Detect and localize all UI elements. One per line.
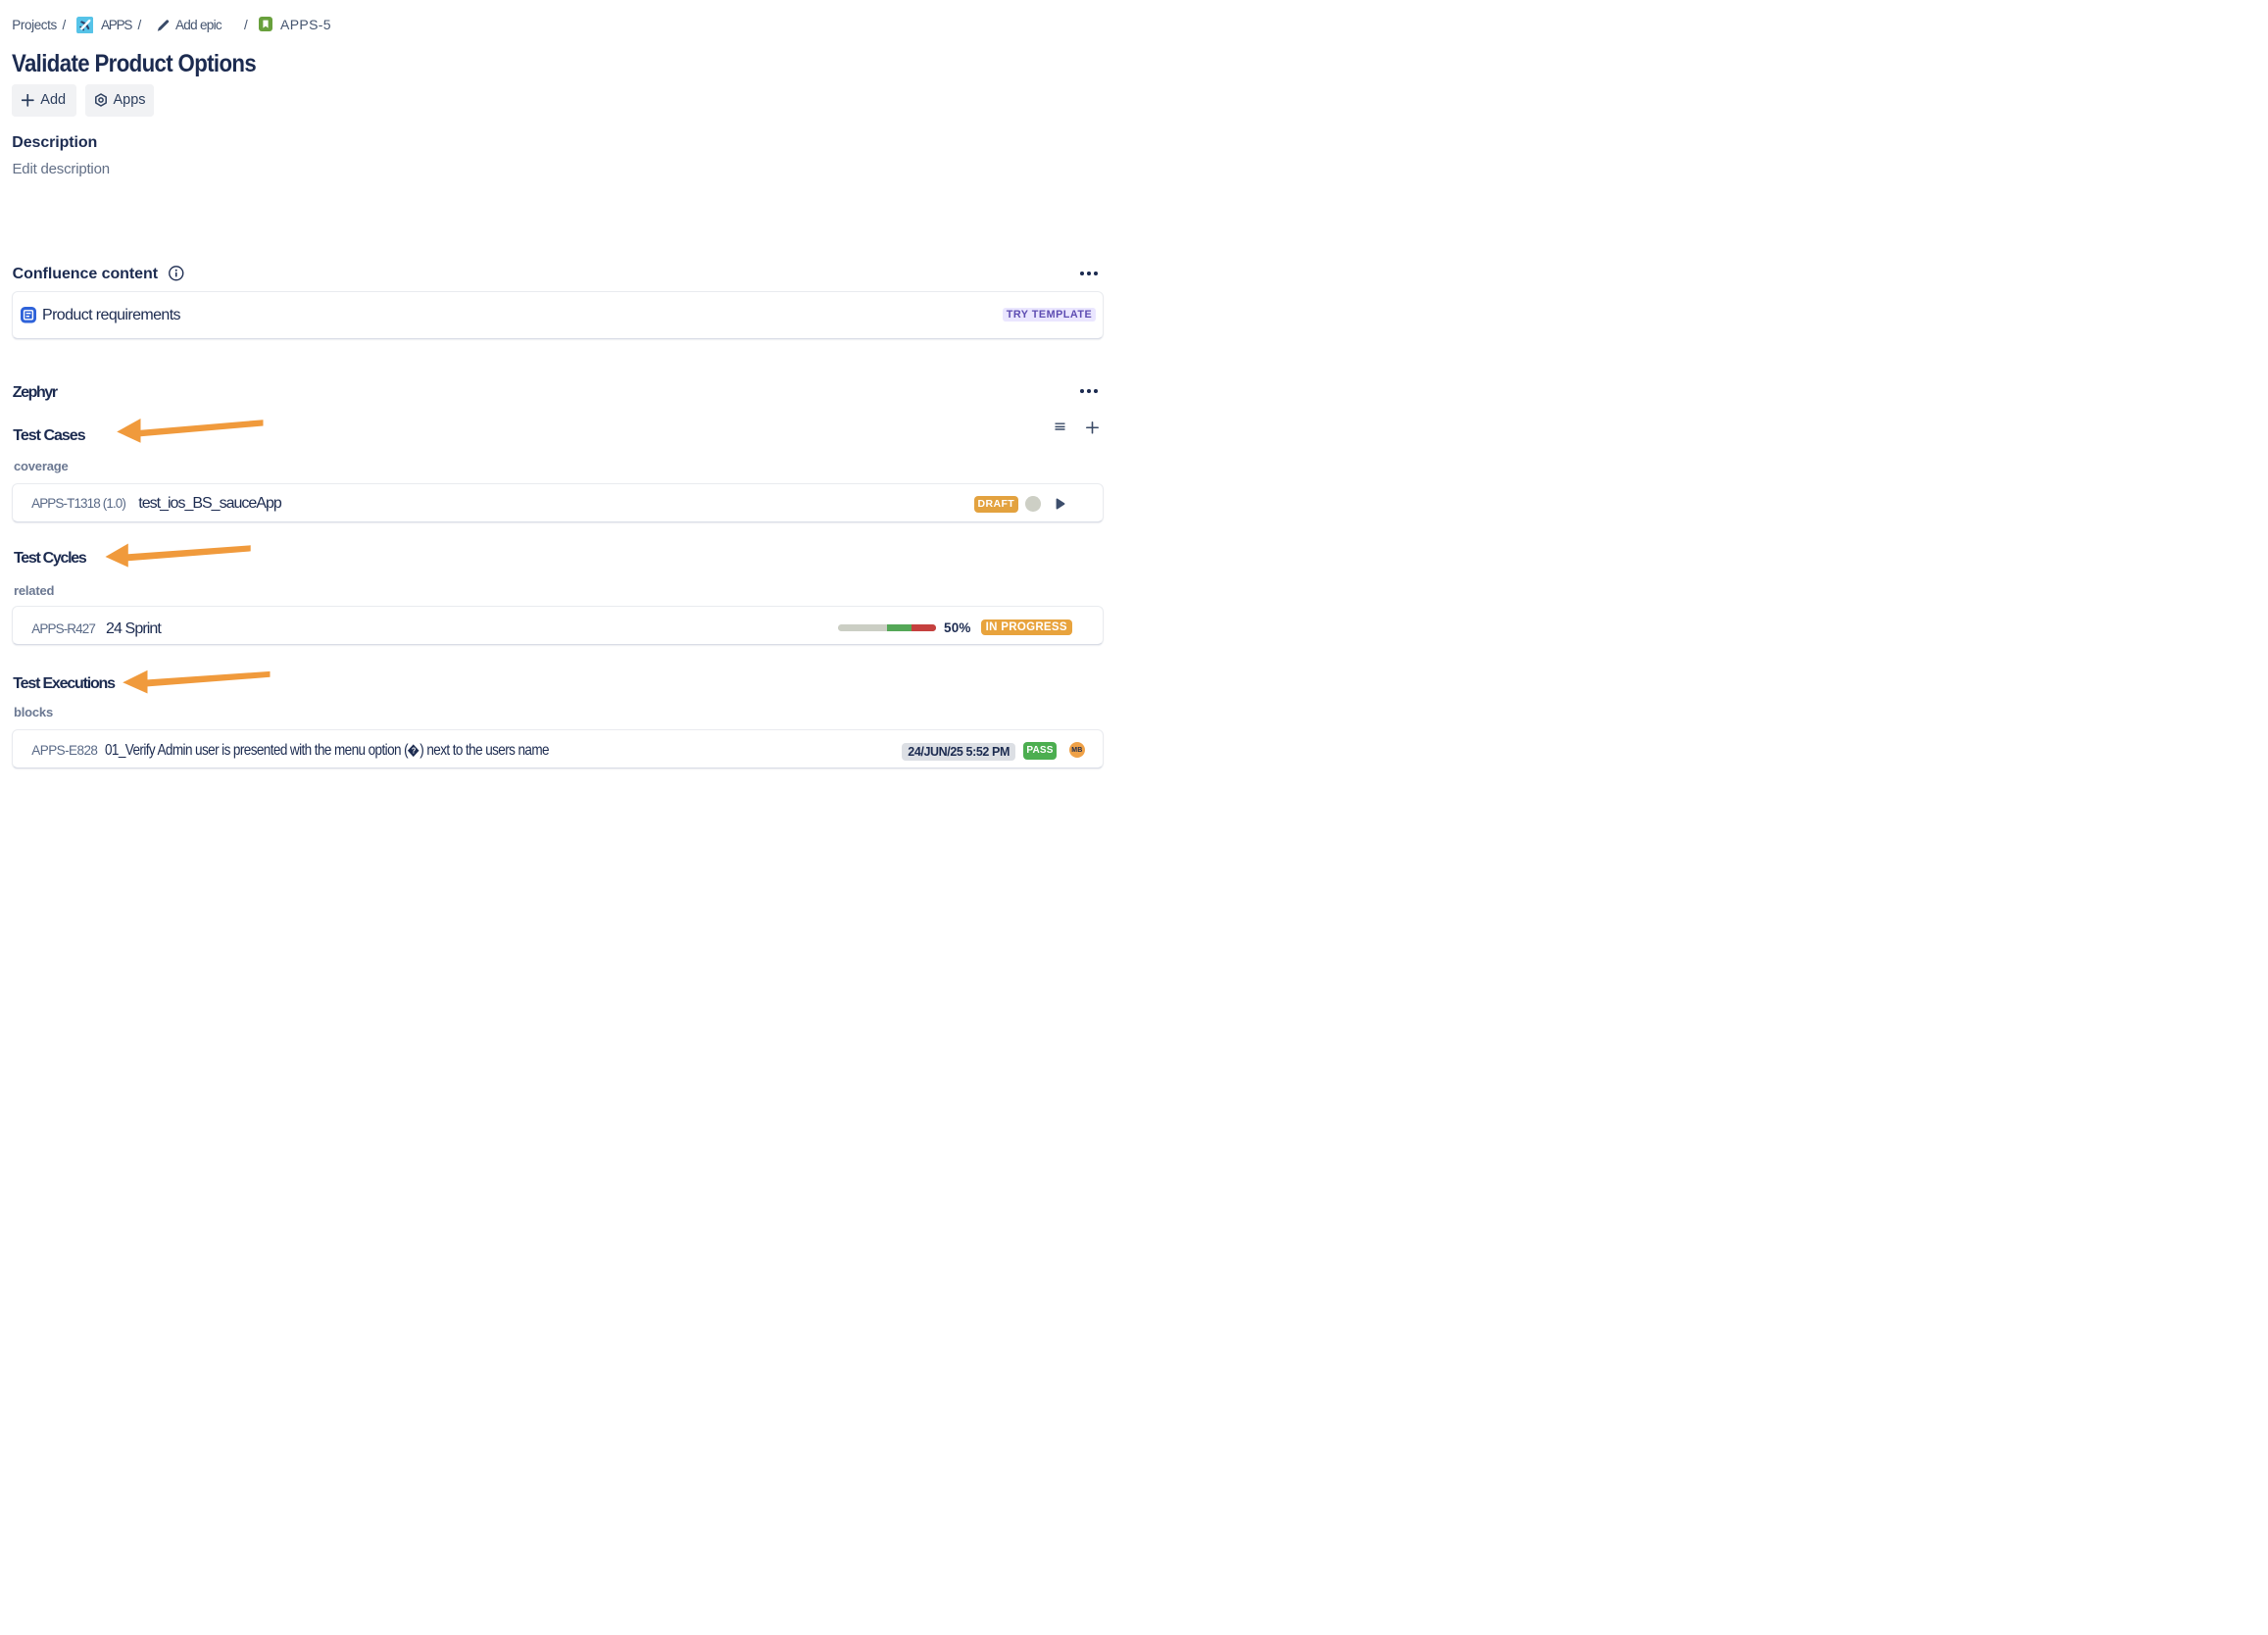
svg-text:?: ? bbox=[412, 746, 417, 756]
